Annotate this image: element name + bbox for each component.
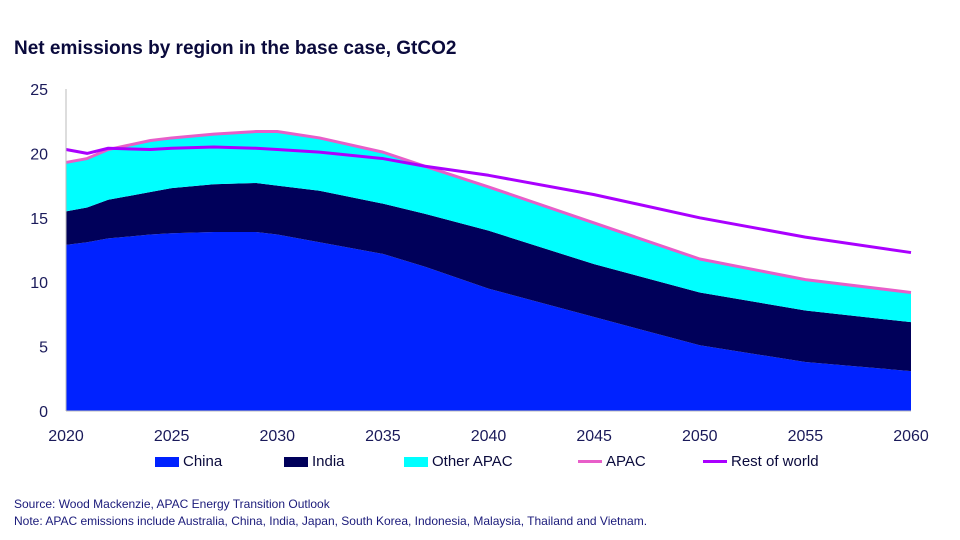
legend-rest-of-world: Rest of world: [703, 453, 819, 470]
x-tick-label: 2060: [893, 428, 929, 445]
legend-swatch-china: [155, 456, 179, 467]
footnote: Note: APAC emissions include Australia, …: [14, 514, 648, 528]
y-tick-label: 15: [30, 211, 48, 228]
x-tick-label: 2035: [365, 428, 401, 445]
chart-title: Net emissions by region in the base case…: [14, 38, 457, 59]
x-tick-label: 2045: [576, 428, 612, 445]
y-tick-label: 25: [30, 82, 48, 99]
area-china: [66, 231, 911, 411]
legend-label-china: China: [183, 453, 223, 470]
legend-line-apac: [578, 460, 602, 463]
legend-india: India: [284, 453, 345, 470]
x-tick-label: 2040: [471, 428, 507, 445]
y-tick-label: 5: [39, 340, 48, 357]
legend-label-other-apac: Other APAC: [432, 453, 513, 470]
x-tick-label: 2030: [259, 428, 295, 445]
legend-swatch-india: [284, 456, 308, 467]
source-note: Source: Wood Mackenzie, APAC Energy Tran…: [14, 497, 330, 511]
legend-china: China: [155, 453, 222, 470]
legend-apac: APAC: [578, 453, 646, 470]
legend-line-rest-of-world: [703, 460, 727, 463]
y-tick-label: 20: [30, 146, 48, 163]
line-rest-of-world: [65, 145, 912, 255]
legend-other-apac: Other APAC: [404, 453, 513, 470]
x-tick-label: 2050: [682, 428, 718, 445]
line-apac: [65, 130, 912, 294]
legend-label-india: India: [312, 453, 345, 470]
area-other-apac: [66, 131, 911, 323]
y-tick-label: 0: [39, 404, 48, 421]
y-tick-label: 10: [30, 275, 48, 292]
legend-swatch-other-apac: [404, 456, 428, 467]
x-tick-label: 2025: [154, 428, 190, 445]
legend-label-rest-of-world: Rest of world: [731, 453, 819, 470]
area-india: [66, 183, 911, 372]
legend-label-apac: APAC: [606, 453, 646, 470]
x-tick-label: 2055: [788, 428, 824, 445]
x-tick-label: 2020: [48, 428, 84, 445]
